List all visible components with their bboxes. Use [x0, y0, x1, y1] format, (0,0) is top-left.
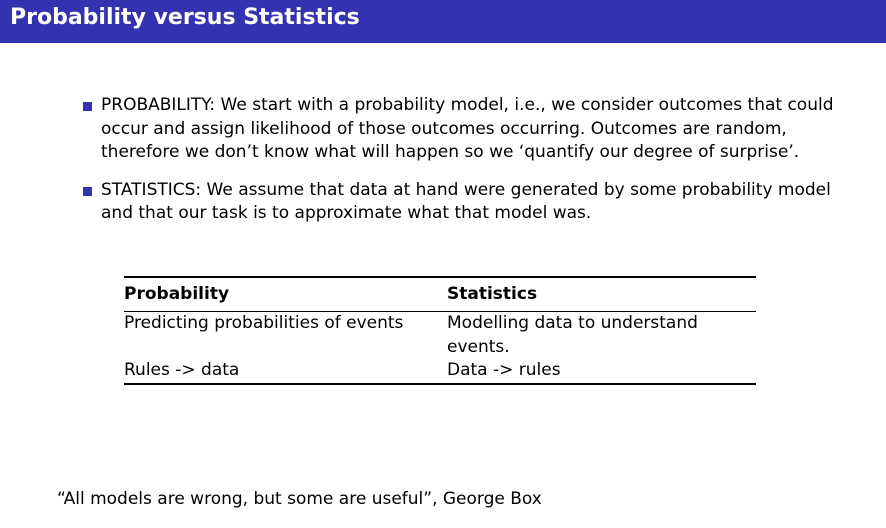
slide-title: Probability versus Statistics — [10, 5, 360, 30]
bullet-item-probability: PROBABILITY: We start with a probability… — [80, 94, 840, 165]
table-cell: Data -> rules — [447, 360, 561, 380]
table-header-probability: Probability — [124, 284, 230, 304]
quote-text: “All models are wrong, but some are usef… — [57, 489, 542, 509]
table-header-row: Probability Statistics — [124, 277, 756, 312]
bullet-text: PROBABILITY: We start with a probability… — [101, 95, 834, 162]
bullet-list: PROBABILITY: We start with a probability… — [80, 94, 840, 240]
table-cell: Modelling data to understand events. — [447, 313, 698, 357]
bullet-text: STATISTICS: We assume that data at hand … — [101, 179, 831, 224]
table-row: Rules -> data Data -> rules — [124, 359, 756, 384]
comparison-table-container: Probability Statistics Predicting probab… — [124, 276, 756, 385]
square-bullet-icon — [83, 102, 92, 111]
table-header-statistics: Statistics — [447, 284, 538, 304]
square-bullet-icon — [83, 186, 92, 196]
table-cell: Rules -> data — [124, 360, 240, 380]
title-bar: Probability versus Statistics — [0, 0, 886, 43]
table-cell: Predicting probabilities of events — [124, 313, 404, 333]
bullet-item-statistics: STATISTICS: We assume that data at hand … — [80, 179, 840, 226]
comparison-table: Probability Statistics Predicting probab… — [124, 276, 756, 385]
table-row: Predicting probabilities of events Model… — [124, 312, 756, 360]
